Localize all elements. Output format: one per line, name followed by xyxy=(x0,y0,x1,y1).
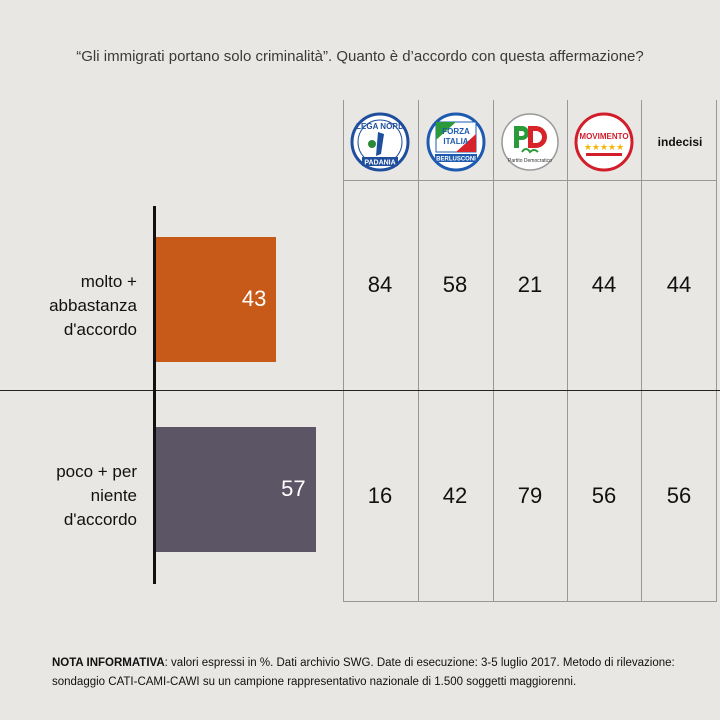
table-gridline xyxy=(418,100,419,602)
row-label-line: poco + per xyxy=(56,462,137,481)
svg-text:ITALIA: ITALIA xyxy=(443,137,468,146)
table-cell: 21 xyxy=(517,272,543,297)
chart-title: “Gli immigrati portano solo criminalità”… xyxy=(76,48,644,65)
row-label-line: d'accordo xyxy=(63,320,137,339)
svg-text:LEGA NORD: LEGA NORD xyxy=(356,122,404,131)
m5s-logo: MOVIMENTO ★★★★★ xyxy=(574,112,634,172)
bar-value-label: 43 xyxy=(241,285,267,311)
svg-text:MOVIMENTO: MOVIMENTO xyxy=(579,132,628,141)
svg-text:PADANIA: PADANIA xyxy=(364,160,395,167)
lega-nord-logo: LEGA NORD PADANIA xyxy=(350,112,410,172)
bar-0 xyxy=(156,237,277,362)
table-cell: 16 xyxy=(367,483,393,508)
row-label-line: niente xyxy=(90,486,137,505)
row-label-line: molto + xyxy=(80,272,137,291)
table-gridline xyxy=(493,100,494,602)
table-gridline xyxy=(641,100,642,602)
row-label-agree: molto + abbastanza d'accordo xyxy=(7,270,137,342)
row-label-line: abbastanza xyxy=(49,296,137,315)
table-gridline xyxy=(343,601,717,602)
svg-text:★★★★★: ★★★★★ xyxy=(584,143,624,153)
svg-text:BERLUSCONI: BERLUSCONI xyxy=(436,157,476,163)
note-label: NOTA INFORMATIVA xyxy=(52,657,165,669)
table-gridline xyxy=(716,100,717,602)
table-cell: 44 xyxy=(591,272,617,297)
info-note: NOTA INFORMATIVA: valori espressi in %. … xyxy=(52,654,692,692)
bar-value-label: 57 xyxy=(281,475,306,501)
table-gridline xyxy=(567,100,568,602)
bar-1 xyxy=(156,427,316,552)
svg-text:Partito Democratico: Partito Democratico xyxy=(508,158,552,164)
table-cell: 42 xyxy=(442,483,468,508)
bar-axis xyxy=(153,206,156,584)
table-cell: 79 xyxy=(517,483,543,508)
row-divider xyxy=(0,390,720,391)
table-cell: 58 xyxy=(442,272,468,297)
pd-logo: Partito Democratico xyxy=(501,113,559,171)
table-cell: 56 xyxy=(591,483,617,508)
table-cell: 44 xyxy=(666,272,692,297)
row-label-disagree: poco + per niente d'accordo xyxy=(7,460,137,532)
column-header-undecided: indecisi xyxy=(657,135,703,149)
table-gridline xyxy=(343,180,717,181)
row-label-line: d'accordo xyxy=(63,510,137,529)
svg-text:FORZA: FORZA xyxy=(442,127,470,136)
note-text: : valori espressi in %. Dati archivio SW… xyxy=(52,657,675,688)
table-cell: 56 xyxy=(666,483,692,508)
table-gridline xyxy=(343,100,344,602)
forza-italia-logo: FORZA ITALIA BERLUSCONI xyxy=(426,112,486,172)
table-cell: 84 xyxy=(367,272,393,297)
